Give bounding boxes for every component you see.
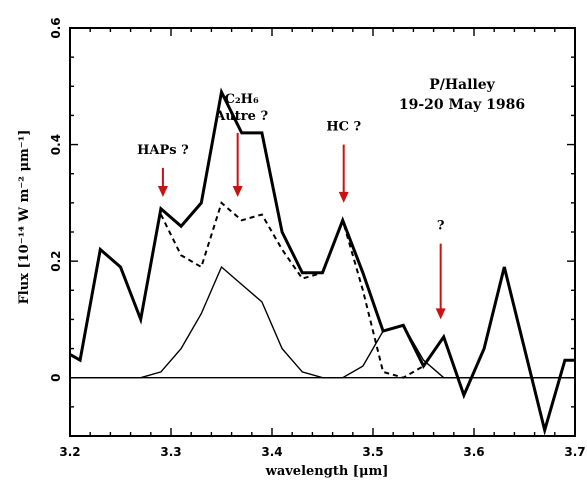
- x-tick-label: 3.5: [362, 445, 383, 459]
- plot-border: [69, 27, 576, 437]
- x-tick-label: 3.4: [261, 445, 282, 459]
- series-emission-model: [70, 265, 575, 379]
- annotation-label-line1: C₂H₆: [225, 92, 259, 107]
- x-tick-label: 3.7: [564, 445, 585, 459]
- annotation-arrowhead: [435, 308, 446, 320]
- annotation-label-line2: Autre ?: [214, 109, 268, 124]
- annotation-arrowhead: [157, 186, 168, 198]
- series-dashed-fit: [160, 201, 424, 379]
- y-tick-label: 0.6: [49, 17, 63, 38]
- plot-frame: [69, 27, 576, 437]
- annotation-arrowhead: [338, 191, 349, 203]
- x-axis-label: wavelength [μm]: [265, 464, 389, 479]
- x-tick-label: 3.2: [59, 445, 80, 459]
- y-axis-label: Flux [10⁻¹⁴ W m⁻² μm⁻¹]: [17, 130, 32, 305]
- x-tick-label: 3.3: [160, 445, 181, 459]
- annotation-label: HC ?: [326, 120, 361, 135]
- chart-title: P/Halley: [429, 77, 495, 93]
- y-tick-label: 0.4: [49, 134, 63, 155]
- x-tick-label: 3.6: [463, 445, 484, 459]
- axis-ticks: 3.2 3.3 3.4 3.5 3.6 3.7 0 0.2 0.4 0.6: [49, 17, 586, 459]
- y-tick-label: 0: [49, 374, 63, 382]
- chart-subtitle: 19-20 May 1986: [399, 97, 525, 113]
- annotation-arrowhead: [232, 186, 243, 198]
- series-layer: [69, 87, 575, 436]
- annotation-label: ?: [437, 219, 445, 234]
- annotation-label: HAPs ?: [137, 143, 189, 158]
- annotation-layer: HAPs ? C₂H₆ Autre ? HC ??: [137, 92, 446, 320]
- y-tick-label: 0.2: [49, 251, 63, 272]
